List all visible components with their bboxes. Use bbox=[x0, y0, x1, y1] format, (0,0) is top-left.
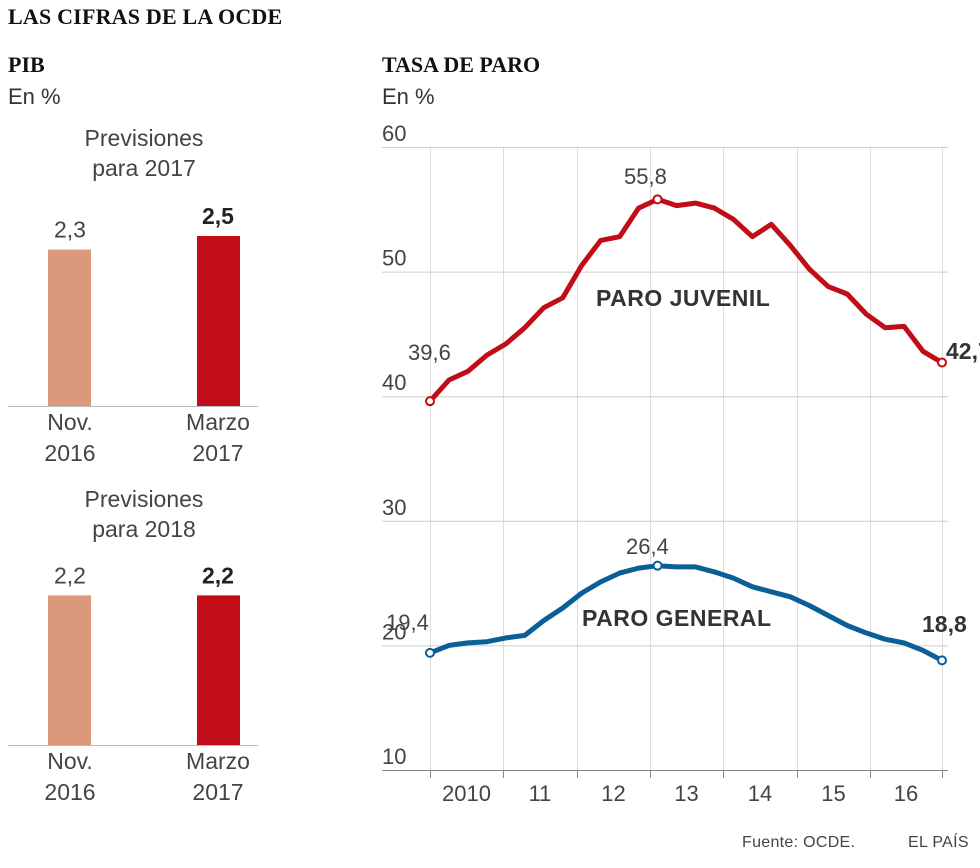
y-tick-label: 20 bbox=[382, 619, 406, 644]
pib-unit-label: En % bbox=[8, 84, 61, 109]
pib-bar bbox=[197, 236, 240, 406]
x-tick-label: 13 bbox=[674, 781, 698, 806]
pib-bar-value-label: 2,5 bbox=[202, 203, 234, 229]
pib-panel-heading: para 2017 bbox=[92, 155, 196, 181]
data-label-end: 42,7 bbox=[946, 338, 980, 364]
pib-section-title: PIB bbox=[8, 52, 45, 77]
pib-bar-category-label: 2016 bbox=[44, 779, 95, 805]
series-line bbox=[427, 563, 945, 663]
source-note: Fuente: OCDE. bbox=[742, 834, 856, 851]
y-tick-label: 40 bbox=[382, 370, 406, 395]
y-tick-label: 10 bbox=[382, 744, 406, 769]
series-line bbox=[427, 196, 945, 404]
y-tick-label: 30 bbox=[382, 495, 406, 520]
pib-bar-value-label: 2,2 bbox=[54, 562, 86, 588]
series-name-label: PARO JUVENIL bbox=[596, 285, 770, 311]
data-label-peak: 26,4 bbox=[626, 534, 669, 559]
series-point-marker bbox=[425, 647, 435, 658]
series-point-marker bbox=[937, 357, 947, 368]
pib-panel-heading: para 2018 bbox=[92, 516, 196, 542]
data-label-peak: 55,8 bbox=[624, 164, 667, 189]
x-tick-label: 12 bbox=[601, 781, 625, 806]
pib-bar-value-label: 2,2 bbox=[202, 562, 234, 588]
pib-bar bbox=[197, 595, 240, 745]
x-tick-label: 16 bbox=[894, 781, 918, 806]
infographic-title: LAS CIFRAS DE LA OCDE bbox=[8, 4, 283, 29]
brand-credit: EL PAÍS bbox=[908, 834, 969, 851]
pib-bar-category-label: Nov. bbox=[47, 748, 93, 774]
series-point-marker bbox=[425, 396, 435, 407]
pib-bar bbox=[48, 595, 91, 745]
x-tick-label: 15 bbox=[821, 781, 845, 806]
unemployment-unit-label: En % bbox=[382, 84, 435, 109]
pib-bar bbox=[48, 249, 91, 406]
x-tick-label: 11 bbox=[529, 781, 552, 806]
pib-bar-category-label: 2017 bbox=[192, 440, 243, 466]
pib-panel-heading: Previsiones bbox=[85, 486, 204, 512]
pib-panel-heading: Previsiones bbox=[85, 125, 204, 151]
y-tick-label: 50 bbox=[382, 246, 406, 271]
unemployment-section-title: TASA DE PARO bbox=[382, 52, 541, 77]
data-label-end: 18,8 bbox=[922, 611, 967, 637]
series-point-marker bbox=[652, 194, 663, 205]
pib-bar-category-label: Marzo bbox=[186, 409, 250, 435]
series-point-marker bbox=[652, 560, 663, 571]
series-name-label: PARO GENERAL bbox=[582, 605, 772, 631]
pib-bar-category-label: Marzo bbox=[186, 748, 250, 774]
series-point-marker bbox=[937, 655, 947, 666]
data-label-start: 19,4 bbox=[386, 610, 429, 635]
pib-bar-value-label: 2,3 bbox=[54, 217, 86, 243]
x-tick-label: 14 bbox=[748, 781, 772, 806]
data-label-start: 39,6 bbox=[408, 340, 451, 365]
y-tick-label: 60 bbox=[382, 121, 406, 146]
pib-bar-category-label: Nov. bbox=[47, 409, 93, 435]
pib-bar-category-label: 2016 bbox=[44, 440, 95, 466]
pib-bar-category-label: 2017 bbox=[192, 779, 243, 805]
x-tick-label: 2010 bbox=[442, 781, 491, 806]
